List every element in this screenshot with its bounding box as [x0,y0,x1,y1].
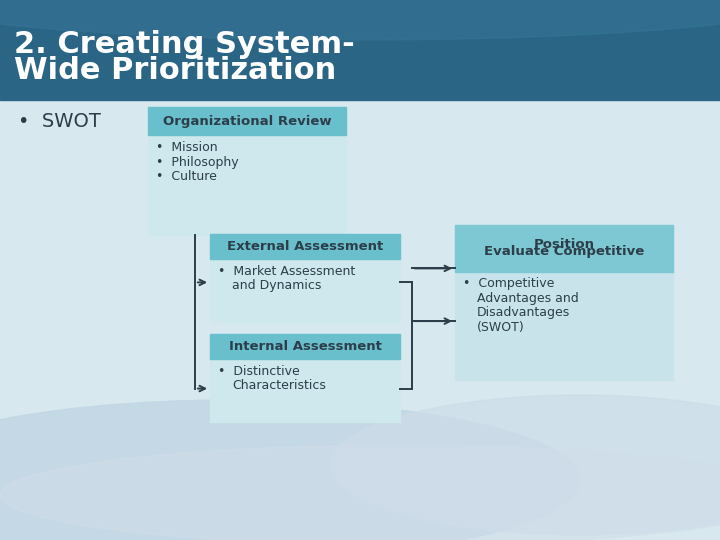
Ellipse shape [0,0,720,40]
Text: Internal Assessment: Internal Assessment [228,340,382,353]
Text: •  Mission: • Mission [156,141,217,154]
Bar [455,225,673,272]
Bar [210,234,400,259]
Text: •  Distinctive: • Distinctive [218,364,300,377]
Text: •  Philosophy: • Philosophy [156,156,238,168]
Text: Organizational Review: Organizational Review [163,114,331,127]
Bar [0,0,720,100]
Text: Disadvantages: Disadvantages [477,306,570,319]
Ellipse shape [0,445,720,540]
Text: External Assessment: External Assessment [227,240,383,253]
Text: Wide Prioritization: Wide Prioritization [14,56,336,85]
Text: 2. Creating System-: 2. Creating System- [14,30,355,59]
Ellipse shape [330,395,720,535]
Text: •  SWOT: • SWOT [18,112,101,131]
Text: •  Market Assessment: • Market Assessment [218,265,355,278]
Bar [210,334,400,422]
Text: Advantages and: Advantages and [477,292,579,305]
Ellipse shape [0,400,580,540]
Bar [210,234,400,322]
Text: Position: Position [534,239,595,252]
Text: •  Competitive: • Competitive [463,278,554,291]
Text: and Dynamics: and Dynamics [232,279,321,292]
Text: (SWOT): (SWOT) [477,321,525,334]
Text: Evaluate Competitive: Evaluate Competitive [484,245,644,258]
Text: •  Culture: • Culture [156,170,217,183]
Bar [210,334,400,359]
Text: Characteristics: Characteristics [232,379,326,392]
Bar [455,225,673,380]
Bar [148,107,346,135]
Bar [148,107,346,235]
